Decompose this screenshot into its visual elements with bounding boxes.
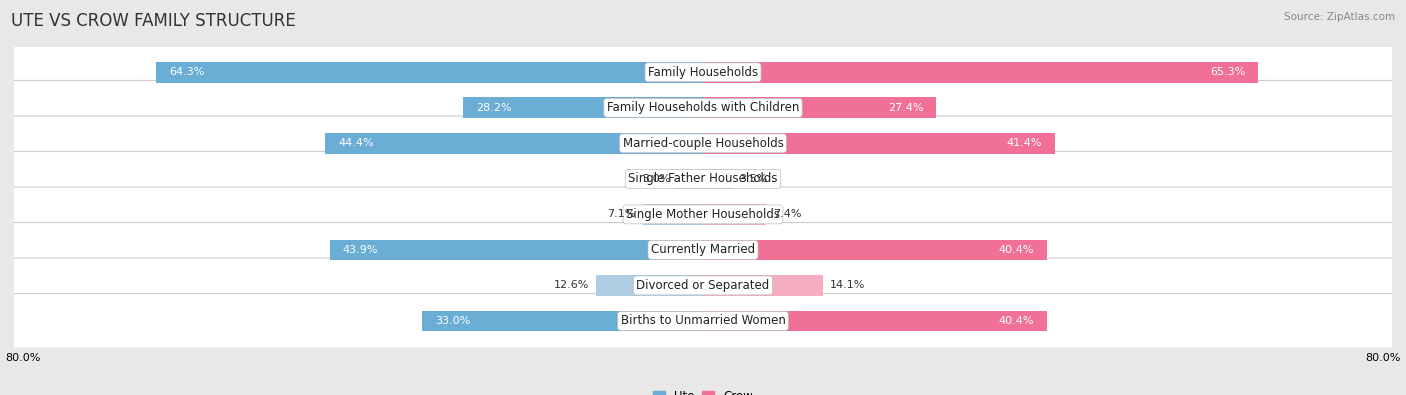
Bar [156,62,703,83]
Bar [703,133,1054,154]
FancyBboxPatch shape [7,293,1399,348]
FancyBboxPatch shape [7,152,1399,206]
Bar [329,240,703,260]
Text: 33.0%: 33.0% [434,316,471,326]
Bar [703,204,766,225]
FancyBboxPatch shape [7,45,1399,100]
Text: 12.6%: 12.6% [554,280,589,290]
Text: Married-couple Households: Married-couple Households [623,137,783,150]
Text: 3.0%: 3.0% [643,174,671,184]
Bar [703,240,1046,260]
Text: Single Mother Households: Single Mother Households [626,208,780,221]
Text: 64.3%: 64.3% [169,67,204,77]
Text: Currently Married: Currently Married [651,243,755,256]
Bar [703,98,936,118]
Text: 44.4%: 44.4% [337,138,374,148]
Text: Family Households: Family Households [648,66,758,79]
FancyBboxPatch shape [7,258,1399,313]
Bar [422,310,703,331]
Text: Family Households with Children: Family Households with Children [607,101,799,114]
Bar [596,275,703,296]
Text: Divorced or Separated: Divorced or Separated [637,279,769,292]
Text: 65.3%: 65.3% [1211,67,1246,77]
Text: 40.4%: 40.4% [998,245,1033,255]
Text: 7.4%: 7.4% [773,209,801,219]
Text: Single Father Households: Single Father Households [628,172,778,185]
FancyBboxPatch shape [7,81,1399,135]
Legend: Ute, Crow: Ute, Crow [648,385,758,395]
Bar [703,62,1258,83]
Text: 41.4%: 41.4% [1007,138,1042,148]
Text: 40.4%: 40.4% [998,316,1033,326]
FancyBboxPatch shape [7,222,1399,277]
Bar [703,275,823,296]
Text: 27.4%: 27.4% [887,103,924,113]
Text: 28.2%: 28.2% [475,103,512,113]
Text: 3.5%: 3.5% [740,174,768,184]
Text: 14.1%: 14.1% [830,280,865,290]
Bar [678,169,703,189]
Text: 43.9%: 43.9% [343,245,378,255]
Text: 7.1%: 7.1% [607,209,636,219]
FancyBboxPatch shape [7,116,1399,171]
Bar [463,98,703,118]
Bar [643,204,703,225]
Text: Births to Unmarried Women: Births to Unmarried Women [620,314,786,327]
FancyBboxPatch shape [7,187,1399,242]
Bar [703,310,1046,331]
Bar [325,133,703,154]
Text: Source: ZipAtlas.com: Source: ZipAtlas.com [1284,12,1395,22]
Bar [703,169,733,189]
Text: UTE VS CROW FAMILY STRUCTURE: UTE VS CROW FAMILY STRUCTURE [11,12,297,30]
